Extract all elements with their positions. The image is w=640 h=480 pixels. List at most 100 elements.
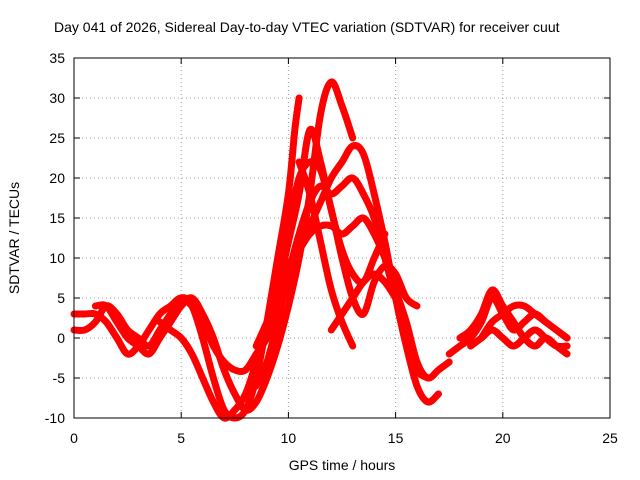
x-tick-label: 15 bbox=[388, 430, 404, 446]
y-tick-label: 25 bbox=[49, 130, 65, 146]
data-point bbox=[178, 303, 185, 309]
data-point bbox=[146, 351, 153, 357]
data-point bbox=[392, 295, 399, 301]
data-point bbox=[178, 295, 185, 301]
data-point bbox=[285, 271, 292, 277]
data-point bbox=[156, 311, 163, 317]
data-point bbox=[188, 351, 195, 357]
data-point bbox=[349, 271, 356, 277]
data-point bbox=[414, 367, 421, 373]
data-point bbox=[317, 159, 324, 165]
data-point bbox=[360, 151, 367, 157]
data-point bbox=[274, 319, 281, 325]
data-point bbox=[339, 159, 345, 165]
data-point bbox=[435, 367, 442, 373]
data-point bbox=[306, 231, 313, 237]
data-point bbox=[424, 399, 431, 405]
data-point bbox=[456, 343, 463, 349]
y-tick-label: -5 bbox=[53, 370, 66, 386]
data-point bbox=[253, 343, 260, 349]
series-line bbox=[467, 326, 571, 351]
data-point bbox=[253, 359, 260, 365]
series-satellite-9 bbox=[295, 158, 357, 350]
data-point bbox=[328, 207, 335, 213]
data-point bbox=[381, 231, 388, 237]
data-point bbox=[146, 327, 153, 333]
data-point bbox=[542, 335, 549, 341]
data-point bbox=[199, 311, 206, 317]
data-point bbox=[285, 191, 292, 197]
data-point bbox=[92, 303, 99, 309]
data-point bbox=[542, 319, 549, 325]
data-point bbox=[564, 335, 571, 341]
data-point bbox=[371, 271, 378, 277]
data-point bbox=[499, 311, 506, 317]
data-point bbox=[231, 407, 238, 413]
data-point bbox=[456, 335, 463, 341]
y-tick-label: 30 bbox=[49, 90, 65, 106]
data-point bbox=[156, 335, 163, 341]
data-point bbox=[564, 351, 571, 357]
data-point bbox=[349, 343, 356, 349]
data-point bbox=[446, 351, 453, 357]
series-satellite-13 bbox=[467, 326, 571, 351]
data-point bbox=[81, 327, 88, 333]
data-point bbox=[349, 143, 356, 149]
data-point bbox=[113, 335, 120, 341]
data-point bbox=[263, 359, 270, 365]
data-point bbox=[328, 287, 335, 293]
data-point bbox=[253, 383, 260, 389]
chart-title: Day 041 of 2026, Sidereal Day-to-day VTE… bbox=[54, 19, 560, 35]
data-point bbox=[510, 303, 517, 309]
data-point bbox=[296, 231, 303, 237]
data-point bbox=[135, 343, 142, 349]
data-point bbox=[167, 319, 174, 325]
data-point bbox=[242, 407, 249, 413]
data-point bbox=[103, 319, 110, 325]
data-point bbox=[360, 191, 367, 197]
data-point bbox=[317, 111, 324, 117]
data-point bbox=[531, 327, 538, 333]
series-satellite-3 bbox=[91, 78, 357, 414]
series-satellite-12 bbox=[477, 301, 571, 342]
data-point bbox=[467, 335, 474, 341]
data-point bbox=[210, 399, 217, 405]
data-point bbox=[521, 335, 528, 341]
data-point bbox=[328, 79, 335, 85]
data-point bbox=[328, 175, 335, 181]
data-point bbox=[81, 311, 88, 317]
y-tick-label: 20 bbox=[49, 170, 65, 186]
data-point bbox=[328, 191, 335, 197]
data-point bbox=[210, 375, 217, 381]
data-point bbox=[135, 335, 142, 341]
data-point bbox=[274, 287, 281, 293]
series-satellite-8 bbox=[327, 270, 400, 334]
data-point bbox=[360, 215, 367, 221]
y-tick-label: -10 bbox=[45, 410, 65, 426]
data-point bbox=[403, 295, 410, 301]
y-tick-labels: -10 -5 0 5 10 15 20 25 30 35 bbox=[45, 50, 65, 426]
data-point bbox=[103, 303, 110, 309]
data-point bbox=[381, 279, 388, 285]
data-point bbox=[531, 343, 538, 349]
data-point bbox=[371, 279, 378, 285]
data-point bbox=[510, 319, 517, 325]
data-point bbox=[328, 327, 335, 333]
x-tick-label: 5 bbox=[177, 430, 185, 446]
data-point bbox=[360, 279, 367, 285]
data-point bbox=[188, 295, 195, 301]
data-point bbox=[478, 335, 485, 341]
data-point bbox=[167, 327, 174, 333]
data-point bbox=[124, 351, 131, 357]
x-tick-label: 10 bbox=[281, 430, 297, 446]
data-point bbox=[231, 367, 238, 373]
data-point bbox=[510, 343, 517, 349]
data-point bbox=[124, 335, 131, 341]
y-tick-label: 35 bbox=[49, 50, 65, 66]
data-point bbox=[564, 343, 571, 349]
data-point bbox=[553, 343, 560, 349]
data-point bbox=[339, 247, 345, 253]
x-axis-label: GPS time / hours bbox=[289, 457, 396, 473]
data-point bbox=[414, 303, 421, 309]
y-tick-label: 5 bbox=[57, 290, 65, 306]
